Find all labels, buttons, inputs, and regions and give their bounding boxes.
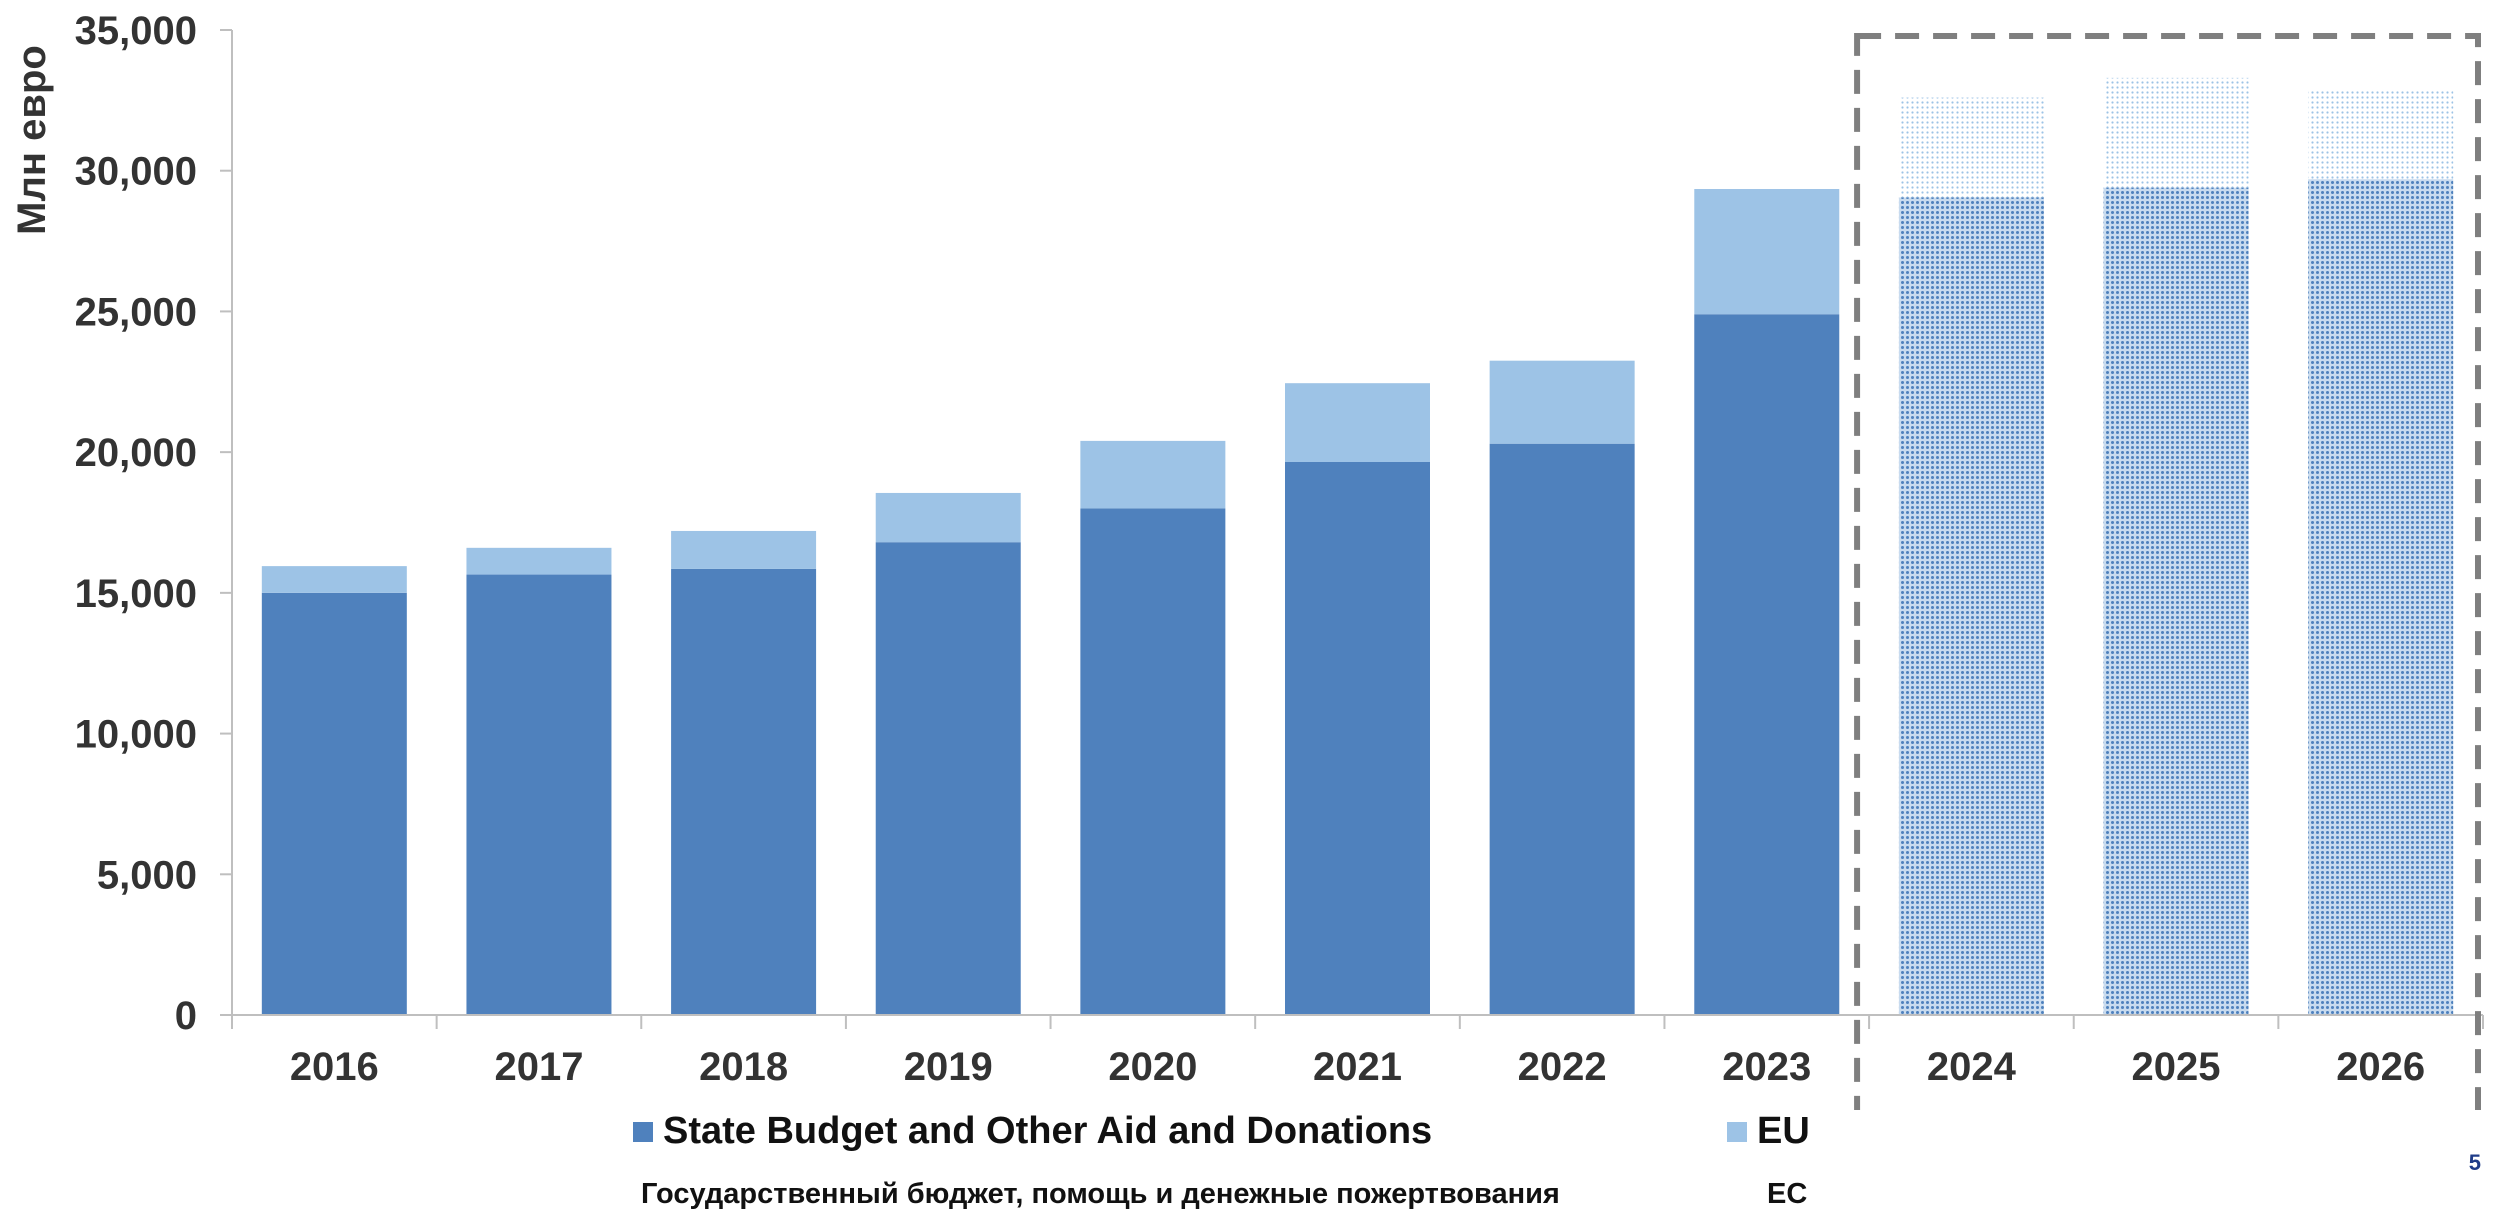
bar-eu-2019	[875, 492, 1021, 543]
legend-label-state-budget: State Budget and Other Aid and Donations	[663, 1110, 1433, 1152]
y-tick-label: 0	[175, 994, 197, 1038]
y-axis-label: Млн евро	[10, 45, 54, 235]
y-tick-label: 35,000	[75, 9, 197, 53]
x-tick-label-2022: 2022	[1518, 1045, 1607, 1089]
legend-swatch-state-budget	[633, 1121, 653, 1142]
bar-eu-2026	[2308, 90, 2454, 180]
legend: State Budget and Other Aid and Donations…	[0, 1110, 2497, 1210]
bar-state-budget-2019	[875, 542, 1021, 1015]
x-tick-label-2019: 2019	[904, 1045, 993, 1089]
bar-state-budget-2017	[466, 574, 612, 1015]
bar-state-budget-2018	[671, 568, 817, 1015]
legend-label-eu-ru: ЕС	[1767, 1178, 1808, 1210]
legend-label-state-budget-ru: Государственный бюджет, помощь и денежны…	[641, 1178, 1560, 1210]
bar-eu-2018	[671, 530, 817, 569]
y-tick-label: 25,000	[75, 290, 197, 334]
x-tick-label-2026: 2026	[2336, 1045, 2425, 1089]
bar-eu-2025	[2103, 77, 2249, 188]
bar-state-budget-2026	[2308, 179, 2454, 1015]
bar-eu-2021	[1285, 383, 1430, 462]
y-tick-label: 15,000	[75, 572, 197, 616]
bar-eu-2017	[466, 547, 612, 575]
bar-group	[261, 77, 2454, 1016]
bar-state-budget-2021	[1285, 461, 1430, 1015]
y-tick-label: 30,000	[75, 150, 197, 194]
x-tick-label-2017: 2017	[494, 1045, 583, 1089]
y-tick-label: 20,000	[75, 431, 197, 475]
x-tick-label-2020: 2020	[1108, 1045, 1197, 1089]
legend-item-state-budget: State Budget and Other Aid and Donations	[633, 1110, 1432, 1153]
x-tick-label-2016: 2016	[290, 1045, 379, 1089]
legend-swatch-eu	[1727, 1121, 1747, 1142]
stacked-bar-chart: 2016 2017 2018 2019 2020 2021 2022 2023 2024 2025…	[10, 9, 2484, 1110]
bar-eu-2016	[261, 566, 407, 593]
bar-state-budget-2024	[1898, 197, 2044, 1015]
y-tick-label: 10,000	[75, 713, 197, 757]
x-tick-label-2025: 2025	[2132, 1045, 2221, 1089]
bar-eu-2022	[1489, 360, 1635, 444]
page-number: 5	[2468, 1150, 2481, 1175]
bar-state-budget-2025	[2103, 187, 2249, 1016]
bar-eu-2020	[1080, 440, 1226, 509]
legend-item-eu: EU	[1727, 1110, 1810, 1153]
legend-label-eu: EU	[1757, 1110, 1810, 1152]
y-tick-label: 5,000	[97, 853, 197, 897]
x-tick-label-2023: 2023	[1722, 1045, 1811, 1089]
x-tick-label-2021: 2021	[1313, 1045, 1402, 1089]
bar-eu-2023	[1694, 189, 1840, 315]
forecast-highlight-box	[1854, 33, 2482, 1110]
bar-state-budget-2023	[1694, 314, 1840, 1015]
axes: 2016 2017 2018 2019 2020 2021 2022 2023 2024 2025…	[75, 9, 2484, 1089]
x-tick-label-2018: 2018	[699, 1045, 788, 1089]
bar-eu-2024	[1898, 97, 2044, 198]
bar-state-budget-2020	[1080, 508, 1226, 1015]
bar-state-budget-2016	[261, 592, 407, 1015]
x-tick-label-2024: 2024	[1927, 1045, 2017, 1089]
bar-state-budget-2022	[1489, 443, 1635, 1015]
